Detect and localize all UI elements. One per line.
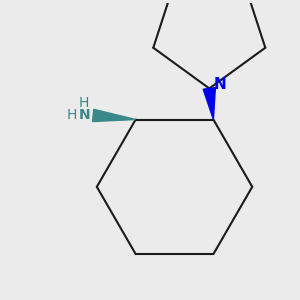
Text: H: H [67, 108, 77, 122]
Polygon shape [93, 109, 136, 122]
Text: N: N [78, 108, 90, 122]
Text: N: N [214, 77, 226, 92]
Text: H: H [79, 96, 89, 110]
Polygon shape [203, 88, 215, 119]
